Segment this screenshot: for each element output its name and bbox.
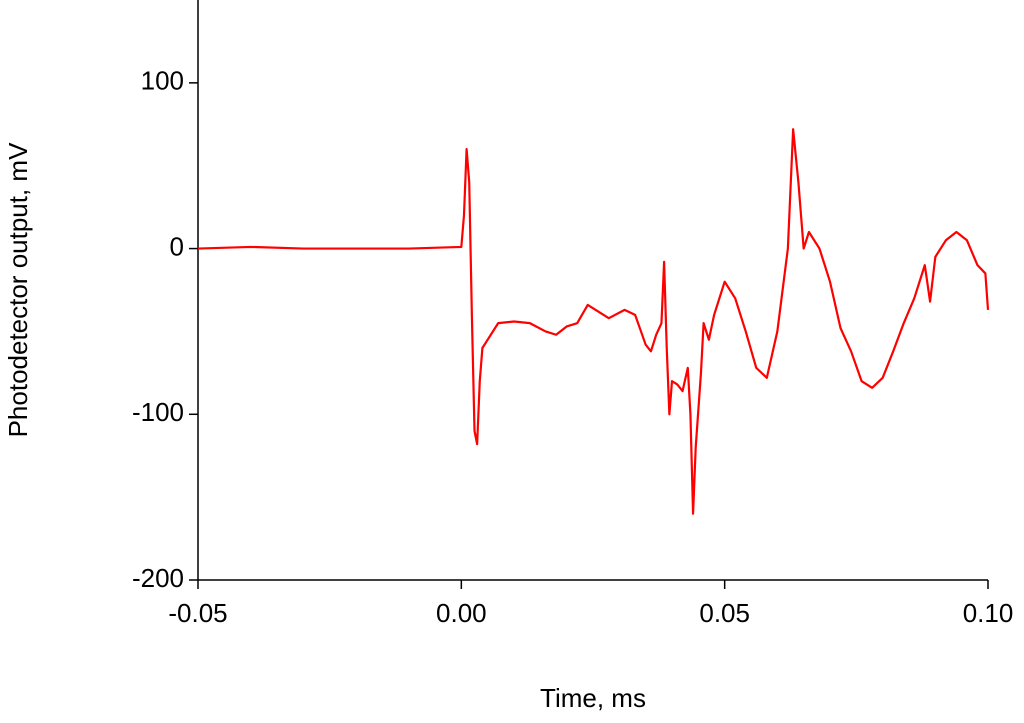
x-tick-label: 0.10: [963, 598, 1014, 628]
y-tick-label: -200: [132, 563, 184, 593]
y-axis-label: Photodetector output, mV: [3, 142, 33, 438]
x-tick-label: 0.00: [436, 598, 487, 628]
x-tick-label: -0.05: [168, 598, 227, 628]
y-tick-label: -100: [132, 397, 184, 427]
y-tick-label: 0: [170, 231, 184, 261]
x-axis-label: Time, ms: [540, 683, 646, 713]
data-line: [197, 128, 990, 515]
y-tick-label: 100: [141, 66, 184, 96]
x-tick-label: 0.05: [699, 598, 750, 628]
